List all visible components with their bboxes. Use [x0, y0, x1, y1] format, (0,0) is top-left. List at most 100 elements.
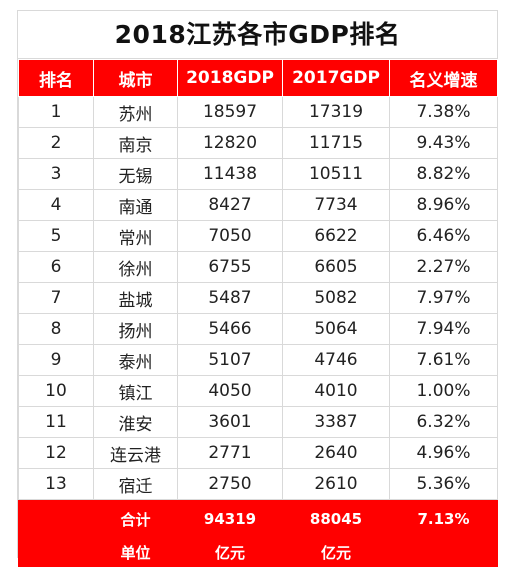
gdp-2017-cell: 2610 — [282, 468, 390, 500]
total-rank-cell — [18, 499, 94, 539]
table-row: 2 南京 12820 11715 9.43% — [18, 127, 498, 159]
table-row: 9 泰州 5107 4746 7.61% — [18, 344, 498, 376]
gdp-2018-cell: 3601 — [177, 406, 283, 438]
total-growth: 7.13% — [389, 499, 498, 539]
city-cell: 泰州 — [93, 344, 178, 376]
rank-cell: 11 — [18, 406, 94, 438]
gdp-2017-cell: 5064 — [282, 313, 390, 345]
rank-cell: 2 — [18, 127, 94, 159]
gdp-2018-cell: 5107 — [177, 344, 283, 376]
total-label: 合计 — [93, 499, 178, 539]
gdp-2018-cell: 4050 — [177, 375, 283, 407]
table-header-row: 排名 城市 2018GDP 2017GDP 名义增速 — [18, 59, 498, 97]
total-gdp-2017: 88045 — [282, 499, 390, 539]
gdp-2017-cell: 2640 — [282, 437, 390, 469]
gdp-2017-cell: 4746 — [282, 344, 390, 376]
table-row: 12 连云港 2771 2640 4.96% — [18, 437, 498, 469]
gdp-2017-cell: 5082 — [282, 282, 390, 314]
city-cell: 常州 — [93, 220, 178, 252]
growth-cell: 5.36% — [389, 468, 498, 500]
gdp-2017-cell: 7734 — [282, 189, 390, 221]
growth-cell: 6.32% — [389, 406, 498, 438]
gdp-2018-cell: 2771 — [177, 437, 283, 469]
header-rank: 排名 — [18, 59, 94, 97]
growth-cell: 1.00% — [389, 375, 498, 407]
rank-cell: 13 — [18, 468, 94, 500]
city-cell: 无锡 — [93, 158, 178, 190]
rank-cell: 10 — [18, 375, 94, 407]
gdp-table: 排名 城市 2018GDP 2017GDP 名义增速 1 苏州 18597 17319… — [18, 59, 498, 567]
city-cell: 扬州 — [93, 313, 178, 345]
gdp-2018-cell: 2750 — [177, 468, 283, 500]
city-cell: 连云港 — [93, 437, 178, 469]
rank-cell: 5 — [18, 220, 94, 252]
gdp-2018-cell: 5487 — [177, 282, 283, 314]
city-cell: 南京 — [93, 127, 178, 159]
header-gdp-2018: 2018GDP — [177, 59, 283, 97]
total-row: 合计 94319 88045 7.13% — [18, 499, 498, 539]
rank-cell: 3 — [18, 158, 94, 190]
gdp-2018-cell: 8427 — [177, 189, 283, 221]
page-title: 2018江苏各市GDP排名 — [18, 11, 497, 59]
table-row: 3 无锡 11438 10511 8.82% — [18, 158, 498, 190]
gdp-2017-cell: 6605 — [282, 251, 390, 283]
city-cell: 淮安 — [93, 406, 178, 438]
total-gdp-2018: 94319 — [177, 499, 283, 539]
gdp-2017-cell: 10511 — [282, 158, 390, 190]
unit-growth-cell — [389, 538, 498, 567]
gdp-2018-cell: 12820 — [177, 127, 283, 159]
gdp-2017-cell: 6622 — [282, 220, 390, 252]
rank-cell: 12 — [18, 437, 94, 469]
growth-cell: 8.82% — [389, 158, 498, 190]
rank-cell: 8 — [18, 313, 94, 345]
gdp-2018-cell: 18597 — [177, 96, 283, 128]
unit-label: 单位 — [93, 538, 178, 567]
gdp-2018-cell: 7050 — [177, 220, 283, 252]
rank-cell: 9 — [18, 344, 94, 376]
table-body: 1 苏州 18597 17319 7.38% 2 南京 12820 11715 9.43% 3 无锡 1… — [18, 96, 498, 500]
header-city: 城市 — [93, 59, 178, 97]
table-row: 4 南通 8427 7734 8.96% — [18, 189, 498, 221]
gdp-2017-cell: 17319 — [282, 96, 390, 128]
rank-cell: 7 — [18, 282, 94, 314]
growth-cell: 2.27% — [389, 251, 498, 283]
table-row: 13 宿迁 2750 2610 5.36% — [18, 468, 498, 500]
city-cell: 南通 — [93, 189, 178, 221]
unit-row: 单位 亿元 亿元 — [18, 538, 498, 567]
gdp-2017-cell: 11715 — [282, 127, 390, 159]
table-row: 10 镇江 4050 4010 1.00% — [18, 375, 498, 407]
city-cell: 盐城 — [93, 282, 178, 314]
gdp-ranking-sheet: 2018江苏各市GDP排名 排名 城市 2018GDP 2017GDP 名义增速… — [17, 10, 498, 567]
rank-cell: 6 — [18, 251, 94, 283]
gdp-2017-cell: 3387 — [282, 406, 390, 438]
table-row: 8 扬州 5466 5064 7.94% — [18, 313, 498, 345]
table-row: 11 淮安 3601 3387 6.32% — [18, 406, 498, 438]
table-row: 5 常州 7050 6622 6.46% — [18, 220, 498, 252]
growth-cell: 8.96% — [389, 189, 498, 221]
gdp-2018-cell: 11438 — [177, 158, 283, 190]
rank-cell: 1 — [18, 96, 94, 128]
unit-gdp-2018: 亿元 — [177, 538, 283, 567]
table-row: 1 苏州 18597 17319 7.38% — [18, 96, 498, 128]
unit-rank-cell — [18, 538, 94, 567]
growth-cell: 4.96% — [389, 437, 498, 469]
header-growth: 名义增速 — [389, 59, 498, 97]
city-cell: 宿迁 — [93, 468, 178, 500]
city-cell: 徐州 — [93, 251, 178, 283]
city-cell: 镇江 — [93, 375, 178, 407]
header-gdp-2017: 2017GDP — [282, 59, 390, 97]
city-cell: 苏州 — [93, 96, 178, 128]
rank-cell: 4 — [18, 189, 94, 221]
growth-cell: 7.94% — [389, 313, 498, 345]
unit-gdp-2017: 亿元 — [282, 538, 390, 567]
gdp-2018-cell: 6755 — [177, 251, 283, 283]
growth-cell: 7.38% — [389, 96, 498, 128]
growth-cell: 9.43% — [389, 127, 498, 159]
gdp-2017-cell: 4010 — [282, 375, 390, 407]
gdp-2018-cell: 5466 — [177, 313, 283, 345]
table-row: 6 徐州 6755 6605 2.27% — [18, 251, 498, 283]
growth-cell: 7.97% — [389, 282, 498, 314]
table-row: 7 盐城 5487 5082 7.97% — [18, 282, 498, 314]
growth-cell: 6.46% — [389, 220, 498, 252]
growth-cell: 7.61% — [389, 344, 498, 376]
